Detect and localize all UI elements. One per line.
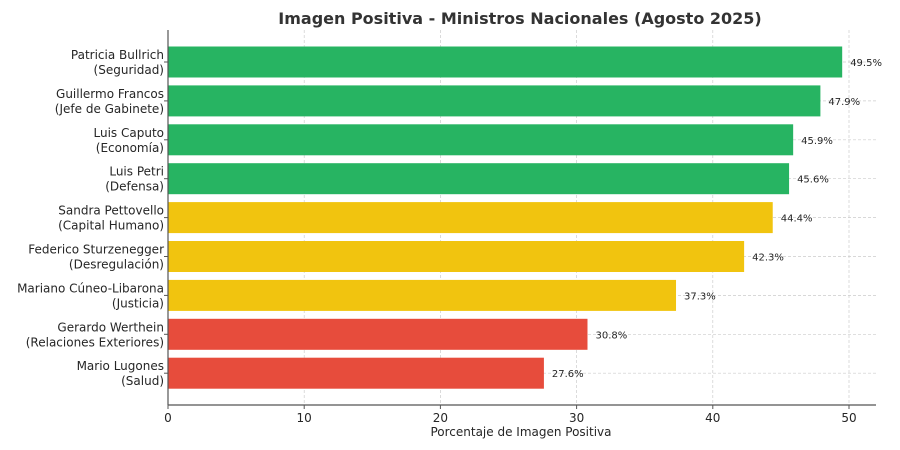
data-label: 45.6% — [797, 175, 829, 186]
y-tick-label: (Capital Humano) — [58, 219, 164, 233]
data-label: 37.3% — [684, 291, 716, 302]
y-tick-label: Luis Caputo — [94, 126, 164, 140]
data-label: 30.8% — [595, 330, 627, 341]
bar — [168, 318, 588, 350]
x-tick-label: 10 — [297, 411, 312, 425]
bar — [168, 124, 794, 156]
bar — [168, 202, 773, 234]
x-tick-label: 0 — [164, 411, 172, 425]
data-label: 44.4% — [781, 214, 813, 225]
bar — [168, 46, 843, 78]
chart-title: Imagen Positiva - Ministros Nacionales (… — [278, 9, 761, 28]
y-tick-label: (Seguridad) — [94, 63, 164, 77]
x-tick-label: 50 — [841, 411, 856, 425]
y-tick-label: Sandra Pettovello — [58, 204, 164, 218]
y-tick-label: (Desregulación) — [69, 258, 164, 272]
bar — [168, 85, 821, 117]
x-axis-label: Porcentaje de Imagen Positiva — [430, 425, 611, 439]
y-tick-label: Luis Petri — [109, 165, 164, 179]
x-tick-label: 40 — [705, 411, 720, 425]
y-tick-label: (Jefe de Gabinete) — [55, 102, 164, 116]
data-label: 27.6% — [552, 369, 584, 380]
data-label: 49.5% — [850, 58, 882, 69]
y-tick-label: (Justicia) — [112, 296, 164, 310]
y-tick-label: Guillermo Francos — [56, 87, 164, 101]
data-label: 42.3% — [752, 253, 784, 264]
y-tick-label: Mario Lugones — [77, 359, 164, 373]
bar — [168, 357, 544, 389]
y-tick-label: (Relaciones Exteriores) — [26, 335, 164, 349]
y-tick-label: (Defensa) — [105, 180, 164, 194]
y-tick-label: Federico Sturzenegger — [28, 243, 164, 257]
x-tick-label: 30 — [569, 411, 584, 425]
bar — [168, 241, 745, 272]
y-tick-label: Mariano Cúneo-Libarona — [17, 281, 164, 295]
bar — [168, 163, 790, 195]
y-tick-label: (Economía) — [96, 141, 164, 155]
data-label: 45.9% — [801, 136, 833, 147]
y-tick-label: Patricia Bullrich — [71, 48, 164, 62]
bar — [168, 279, 677, 311]
data-label: 47.9% — [828, 97, 860, 108]
x-tick-label: 20 — [433, 411, 448, 425]
y-tick-label: Gerardo Werthein — [57, 320, 164, 334]
y-tick-label: (Salud) — [121, 374, 164, 388]
